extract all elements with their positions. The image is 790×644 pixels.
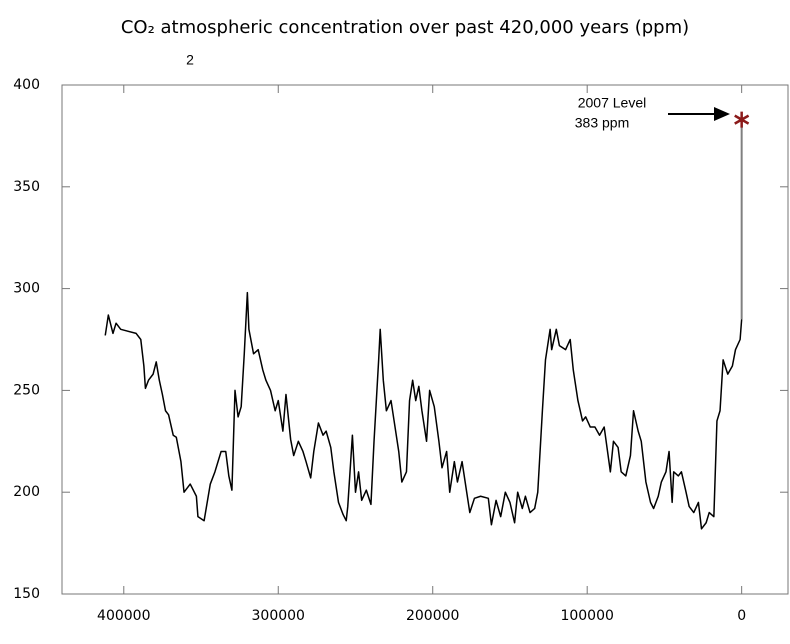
chart-title: CO₂ atmospheric concentration over past …: [121, 17, 689, 38]
annotation-arrowhead: [714, 107, 730, 121]
annotation-line: 383 ppm: [575, 115, 629, 131]
artifact-text: 2: [186, 52, 194, 68]
star-marker: [734, 111, 750, 128]
y-tick-label: 300: [13, 281, 40, 297]
x-tick-label: 0: [737, 608, 746, 624]
y-tick-label: 250: [13, 382, 40, 398]
y-tick-label: 400: [13, 77, 40, 93]
data-line: [104, 291, 743, 530]
annotation-line: 2007 Level: [578, 95, 647, 111]
y-tick-label: 200: [13, 484, 40, 500]
x-tick-label: 300000: [252, 608, 305, 624]
x-tick-label: 400000: [97, 608, 150, 624]
y-tick-label: 150: [13, 586, 40, 602]
plot-frame: [61, 84, 789, 595]
x-tick-label: 200000: [406, 608, 459, 624]
y-tick-label: 350: [13, 179, 40, 195]
x-tick-label: 100000: [560, 608, 613, 624]
